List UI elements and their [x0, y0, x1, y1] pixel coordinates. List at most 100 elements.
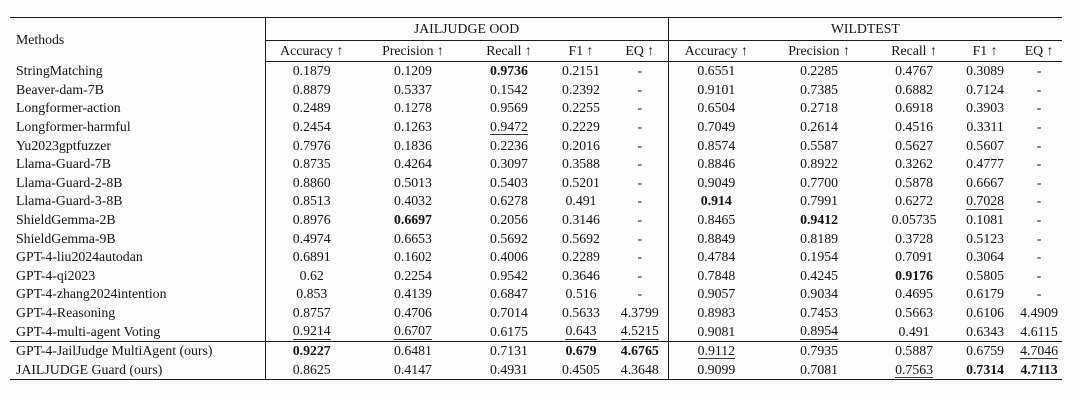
table-row: Beaver-dam-7B 0.8879 0.5337 0.1542 0.2392-0.… [10, 80, 1062, 100]
metric-value: - [1036, 156, 1042, 172]
metric-value: 0.8849 [697, 230, 736, 246]
metric-value: 0.6343 [966, 323, 1005, 339]
table-row: GPT-4-qi2023 0.62 0.2254 0.9542 0.3646-0.784… [10, 266, 1062, 286]
metric-value: 0.6918 [895, 100, 934, 116]
table-row: GPT-4-Reasoning 0.8757 0.4706 0.7014 0.5633 4… [10, 303, 1062, 323]
metric-value: 0.2614 [800, 119, 839, 135]
metric-value: - [1036, 174, 1042, 190]
method-name: GPT-4-zhang2024intention [10, 285, 266, 304]
metric-value: 0.9101 [697, 81, 736, 97]
metric-value: 0.8860 [292, 174, 331, 190]
method-name: Llama-Guard-2-8B [10, 173, 266, 193]
metric-value: - [1036, 212, 1042, 228]
metric-value: 0.6551 [697, 63, 736, 79]
metric-value: 0.7848 [697, 267, 736, 283]
metric-value: 4.4909 [1020, 305, 1059, 321]
metric-value: 0.2285 [800, 63, 839, 79]
metric-value: 0.491 [565, 193, 597, 209]
metric-value: 0.5201 [562, 174, 600, 190]
metric-value: 0.4147 [394, 361, 432, 377]
metric-value: 0.3097 [490, 156, 528, 172]
col-header-ood-eq: EQ ↑ [612, 40, 669, 62]
method-name: Llama-Guard-7B [10, 154, 266, 174]
metric-value: 0.3646 [562, 267, 600, 283]
method-name: Yu2023gptfuzzer [10, 136, 266, 155]
metric-value: 0.2289 [562, 249, 600, 265]
metric-value: 0.7014 [490, 305, 528, 321]
metric-value: - [1036, 119, 1042, 135]
metric-value: 0.8846 [697, 156, 736, 172]
method-name: ShieldGemma-2B [10, 210, 266, 230]
metric-value: 0.2255 [562, 100, 600, 116]
metric-value: - [1036, 286, 1042, 302]
metric-value: 0.7991 [800, 193, 839, 209]
table-row: StringMatching 0.1879 0.1209 0.9736 0.2151-0… [10, 61, 1062, 81]
metric-value: 0.2454 [292, 119, 331, 135]
metric-value: 0.6697 [394, 212, 432, 228]
metric-value: 0.4767 [895, 63, 934, 79]
metric-value: 0.5587 [800, 137, 839, 153]
metric-value: 0.6481 [358, 340, 468, 361]
metric-value: 0.8574 [697, 137, 736, 153]
metric-value: 0.5013 [394, 174, 432, 190]
method-name: StringMatching [10, 61, 266, 81]
col-header-wt-f1: F1 ↑ [954, 40, 1017, 62]
metric-value: 4.6765 [612, 340, 669, 361]
table-row: Yu2023gptfuzzer 0.7976 0.1836 0.2236 0.2016-… [10, 136, 1062, 155]
table-row: Llama-Guard-2-8B 0.8860 0.5013 0.5403 0.5201… [10, 173, 1062, 193]
metric-value: 0.7453 [800, 305, 839, 321]
metric-value: - [612, 154, 669, 174]
metric-value: 0.1081 [966, 212, 1005, 228]
table-body: StringMatching 0.1879 0.1209 0.9736 0.2151-0… [10, 61, 1063, 380]
metric-value: 0.9542 [490, 267, 528, 283]
metric-value: 0.9057 [697, 286, 736, 302]
metric-value: 0.2016 [562, 137, 600, 153]
metric-value: 0.8879 [292, 81, 331, 97]
table-row: JAILJUDGE Guard (ours) 0.8625 0.4147 0.4931… [10, 360, 1062, 380]
metric-value: - [612, 229, 669, 248]
metric-value: 0.9081 [697, 323, 736, 339]
metric-value: 4.7046 [1016, 340, 1063, 361]
table-row: Longformer-harmful 0.2454 0.1263 0.9472 0.22… [10, 117, 1062, 137]
method-name: GPT-4-liu2024autodan [10, 247, 266, 267]
metric-value: 0.6106 [966, 305, 1005, 321]
method-name: Beaver-dam-7B [10, 80, 266, 100]
metric-value: 0.3089 [966, 63, 1005, 79]
metric-value: 0.3728 [895, 230, 934, 246]
metric-value: 0.3262 [895, 156, 934, 172]
metric-value: 0.8735 [292, 156, 331, 172]
metric-value: 0.4505 [562, 361, 600, 377]
metric-value: 0.3903 [966, 100, 1005, 116]
metric-value: - [612, 210, 669, 230]
metric-value: 0.643 [565, 323, 597, 340]
method-name: Llama-Guard-3-8B [10, 192, 266, 211]
metric-value: 0.1263 [394, 119, 432, 135]
metric-value: - [612, 99, 669, 118]
metric-value: - [612, 192, 669, 211]
metric-value: 0.7131 [468, 340, 550, 361]
metric-value: 0.8954 [800, 323, 839, 340]
metric-value: 0.7935 [764, 340, 875, 361]
col-header-wt-accuracy: Accuracy ↑ [668, 40, 765, 62]
metric-value: 0.4006 [490, 249, 528, 265]
metric-value: 0.5692 [490, 230, 528, 246]
group-header-row: Methods JAILJUDGE OOD WILDTEST [10, 17, 1063, 62]
metric-value: - [612, 117, 669, 137]
metric-value: 0.679 [550, 340, 612, 361]
metric-value: 4.3648 [612, 360, 669, 380]
metric-value: 4.7113 [1020, 361, 1058, 377]
metric-value: 0.6707 [394, 323, 432, 340]
metric-value: 0.9214 [292, 323, 331, 340]
metric-value: 0.9736 [490, 63, 528, 79]
metric-value: 0.3311 [966, 119, 1004, 135]
metric-value: 0.5403 [490, 174, 528, 190]
metric-value: 0.9176 [895, 267, 934, 283]
metric-value: 4.5215 [612, 322, 669, 342]
metric-value: - [1036, 81, 1042, 97]
metric-value: 0.7049 [697, 119, 736, 135]
metric-value: 0.4974 [292, 230, 331, 246]
metric-value: 0.6891 [292, 249, 331, 265]
metric-value: 0.1602 [394, 249, 432, 265]
group-header-jailjudge-ood: JAILJUDGE OOD [265, 17, 669, 41]
metric-value: 0.4245 [800, 267, 839, 283]
